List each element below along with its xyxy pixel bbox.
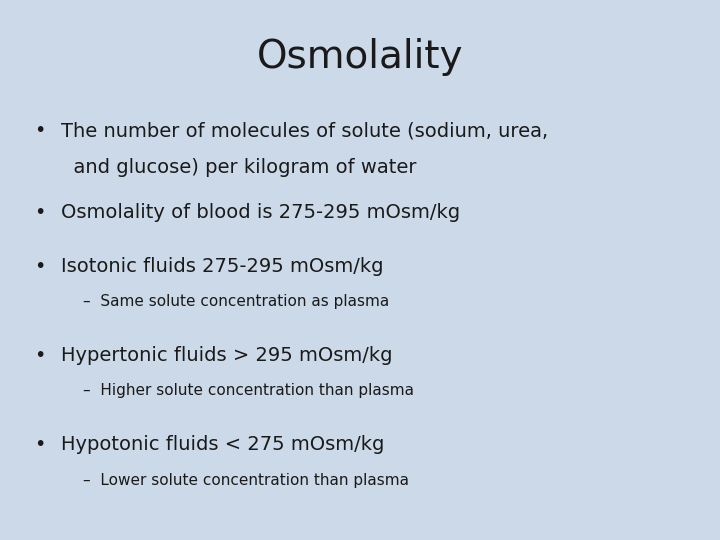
Text: Isotonic fluids 275-295 mOsm/kg: Isotonic fluids 275-295 mOsm/kg <box>61 256 384 275</box>
Text: –  Higher solute concentration than plasma: – Higher solute concentration than plasm… <box>83 383 414 399</box>
Text: Hypertonic fluids > 295 mOsm/kg: Hypertonic fluids > 295 mOsm/kg <box>61 346 392 365</box>
Text: –  Same solute concentration as plasma: – Same solute concentration as plasma <box>83 294 389 309</box>
Text: •: • <box>34 346 45 365</box>
Text: •: • <box>34 256 45 275</box>
Text: Osmolality: Osmolality <box>257 38 463 76</box>
Text: •: • <box>34 435 45 454</box>
Text: and glucose) per kilogram of water: and glucose) per kilogram of water <box>61 158 417 177</box>
Text: Osmolality of blood is 275-295 mOsm/kg: Osmolality of blood is 275-295 mOsm/kg <box>61 202 460 221</box>
Text: •: • <box>34 202 45 221</box>
Text: –  Lower solute concentration than plasma: – Lower solute concentration than plasma <box>83 472 409 488</box>
Text: The number of molecules of solute (sodium, urea,: The number of molecules of solute (sodiu… <box>61 122 549 140</box>
Text: •: • <box>34 122 45 140</box>
Text: Hypotonic fluids < 275 mOsm/kg: Hypotonic fluids < 275 mOsm/kg <box>61 435 384 454</box>
